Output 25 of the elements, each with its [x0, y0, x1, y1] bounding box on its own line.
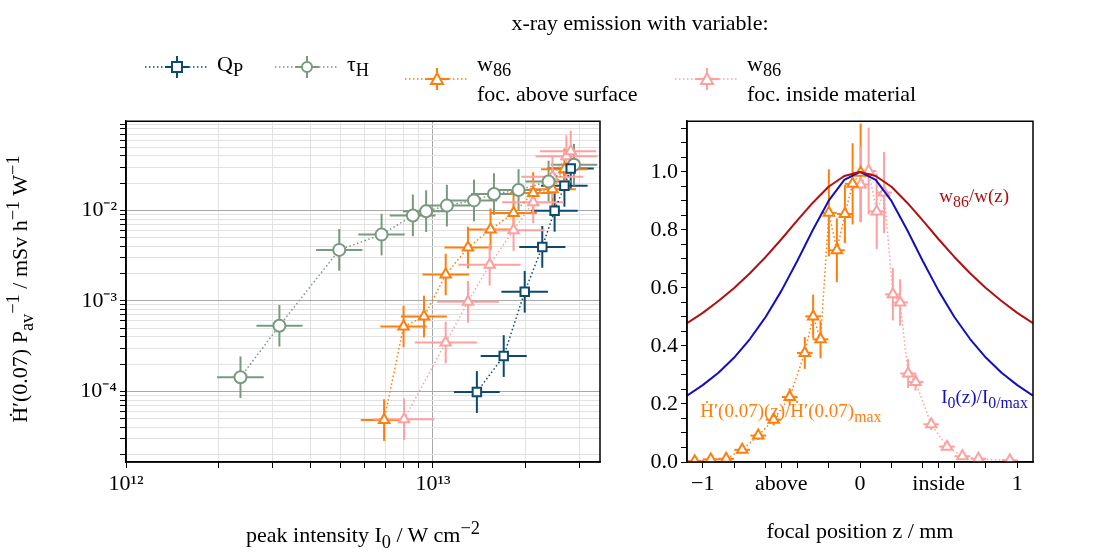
- x-tick-label: above: [755, 469, 808, 495]
- y-tick-label: 0.6: [650, 273, 678, 299]
- y-tick-label: 10⁻²: [81, 196, 118, 222]
- legend-label: Q$_{P}$: [217, 51, 244, 83]
- x-tick-label: inside: [912, 469, 965, 495]
- y-tick-label: 10⁻⁴: [80, 377, 118, 403]
- x-tick-label: 1: [1011, 469, 1023, 495]
- legend-title: x-ray emission with variable:: [510, 10, 770, 36]
- x-axis-title: peak intensity I$_{0}$ / W cm$^{−2}$: [245, 518, 481, 552]
- legend-label: w$_{86}$ foc. inside material: [747, 51, 917, 107]
- y-tick-label: 0.0: [650, 447, 678, 473]
- legend-label: w$_{86}$ foc. above surface: [477, 51, 638, 107]
- legend-label: τ$_{H}$: [347, 51, 370, 83]
- x-tick-label: −1: [691, 469, 715, 495]
- x-tick-label: 0: [854, 469, 866, 495]
- y-tick-label: 10⁻³: [81, 286, 118, 312]
- series-label: w$_{86}$/w(z): [938, 185, 1010, 211]
- x-axis-title: focal position z / mm: [765, 518, 955, 544]
- y-tick-label: 0.4: [650, 331, 678, 357]
- x-tick-label: 10¹³: [415, 469, 451, 495]
- y-tick-label: 0.2: [650, 389, 678, 415]
- series-label: I$_{0}$(z)/I$_{0/max}$: [941, 385, 1028, 411]
- y-tick-label: 0.8: [650, 215, 678, 241]
- x-tick-label: 10¹²: [108, 469, 144, 495]
- y-tick-label: 1.0: [650, 157, 678, 183]
